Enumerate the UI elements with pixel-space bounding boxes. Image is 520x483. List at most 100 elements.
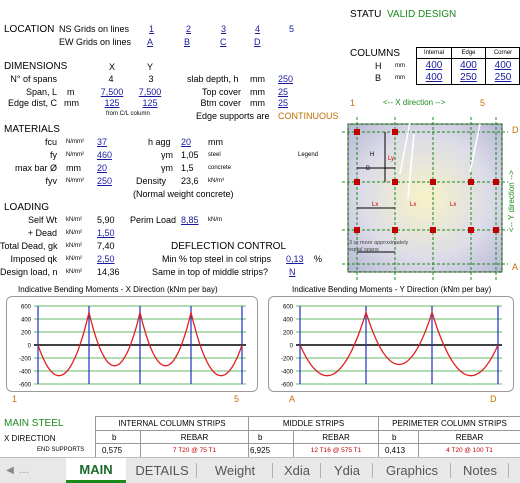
span-l-x[interactable]: 7,500 (100, 87, 124, 97)
tab-weight[interactable]: Weight (214, 463, 256, 478)
loading-title: LOADING (4, 202, 50, 213)
sheet-tab-bar: ◀ … MAIN DETAILS Weight Xdia Ydia Graphi… (0, 457, 520, 483)
internal-b-header: b (112, 433, 117, 442)
design-load-value: 14,36 (97, 267, 120, 277)
tab-scroll-left-icon[interactable]: ◀ (6, 465, 14, 476)
plan-top-letter: D (512, 125, 519, 135)
edge-dist-unit: mm (64, 98, 79, 108)
chart-x-start-label: 1 (12, 394, 18, 404)
x-direction-label: X DIRECTION (4, 434, 56, 443)
tab-more-icon[interactable]: … (19, 465, 29, 476)
from-cl-note: from C/L column (106, 111, 150, 117)
spans-y[interactable]: 3 (148, 74, 154, 84)
tab-main[interactable]: MAIN (66, 458, 126, 483)
col-header-corner: Corner (493, 50, 513, 56)
ns-grids-label: NS Grids on lines (59, 24, 130, 34)
min-steel-label: Min % top steel in col strips (162, 254, 272, 264)
perim-load-value[interactable]: 8,85 (181, 215, 199, 225)
ns-grid-5[interactable]: 5 (289, 24, 295, 34)
end-supports-label: END SUPPORTS (37, 447, 85, 453)
column-markers (354, 129, 499, 233)
ew-grid-b[interactable]: B (184, 37, 191, 47)
fcu-value[interactable]: 37 (97, 137, 108, 147)
ns-grid-4[interactable]: 4 (255, 24, 261, 34)
col-b-edge[interactable]: 250 (460, 72, 477, 83)
ym-conc-value[interactable]: 1,5 (181, 163, 194, 173)
y-tick-label: -600 (19, 383, 32, 389)
col-row-h-unit: mm (395, 63, 405, 69)
ns-grid-3[interactable]: 3 (221, 24, 227, 34)
dim-col-x: X (109, 62, 116, 72)
top-cover-value[interactable]: 25 (278, 87, 289, 97)
y-tick-label: -600 (281, 383, 294, 389)
status-label: STATU (350, 9, 382, 20)
perim-load-label: Perim Load (130, 215, 177, 225)
perimeter-b-header: b (392, 433, 397, 442)
col-h-edge[interactable]: 400 (460, 60, 477, 71)
btm-cover-label: Btm cover (200, 98, 241, 108)
group-internal-col: INTERNAL COLUMN STRIPS (118, 419, 226, 428)
fyv-value[interactable]: 250 (97, 176, 113, 186)
perimeter-rebar-header: REBAR (455, 433, 484, 442)
btm-cover-value[interactable]: 25 (278, 98, 289, 108)
col-h-internal[interactable]: 400 (425, 60, 443, 71)
bending-moment-curve (299, 310, 499, 377)
ns-grid-2[interactable]: 2 (186, 24, 192, 34)
edge-supports-value[interactable]: CONTINUOUS (278, 111, 339, 121)
ym-steel-value[interactable]: 1,05 (181, 150, 199, 160)
slab-depth-value[interactable]: 250 (278, 74, 294, 84)
ew-grid-c[interactable]: C (220, 37, 227, 47)
col-b-corner[interactable]: 250 (494, 72, 512, 83)
edge-dist-x[interactable]: 125 (104, 98, 120, 108)
ns-grid-1[interactable]: 1 (149, 24, 155, 34)
legend-label: Legend (298, 152, 319, 158)
col-h-corner[interactable]: 400 (494, 60, 512, 71)
min-steel-unit: % (314, 254, 323, 264)
edge-dist-y[interactable]: 125 (142, 98, 158, 108)
imposed-label: Imposed qk (10, 254, 57, 264)
same-middle-label: Same in top of middle strips? (152, 267, 269, 277)
chart-x-end-label: 5 (234, 394, 240, 404)
plan-lx-label-3: Lx (450, 202, 456, 208)
internal-rebar-header: REBAR (180, 433, 209, 442)
ym-steel-note: steel (208, 152, 221, 158)
col-b-internal[interactable]: 400 (425, 72, 443, 83)
tab-xdia[interactable]: Xdia (283, 463, 311, 478)
density-label: Density (136, 176, 167, 186)
grid-lines-dashed (342, 117, 508, 280)
spans-x[interactable]: 4 (108, 74, 114, 84)
plan-note: 3 or more approximately equal spans (349, 240, 409, 253)
hagg-value[interactable]: 20 (181, 137, 192, 147)
bending-moment-curve (37, 312, 243, 377)
tab-details[interactable]: DETAILS (135, 463, 189, 478)
y-tick-label: -400 (19, 370, 32, 376)
ew-grid-d[interactable]: D (254, 37, 261, 47)
same-middle-value[interactable]: N (289, 267, 296, 277)
perimeter-b-value: 0,413 (385, 446, 406, 455)
plan-x-direction: <-- X direction --> (383, 98, 446, 107)
tab-notes[interactable]: Notes (463, 463, 497, 478)
ew-grid-a[interactable]: A (147, 37, 154, 47)
edge-supports-label: Edge supports are (196, 111, 270, 121)
tab-ydia[interactable]: Ydia (333, 463, 361, 478)
fy-value[interactable]: 460 (97, 150, 113, 160)
fy-label: fy (49, 150, 57, 160)
perimeter-rebar-value: 4 T20 @ 100 T1 (446, 447, 493, 454)
dead-label: + Dead (27, 228, 57, 238)
maxbar-unit: mm (66, 163, 81, 173)
span-l-unit: m (67, 87, 75, 97)
dead-value[interactable]: 1,50 (97, 228, 115, 238)
span-l-y[interactable]: 7,500 (138, 87, 162, 97)
columns-title: COLUMNS (350, 48, 401, 59)
self-wt-label: Self Wt (27, 215, 57, 225)
imposed-value[interactable]: 2,50 (97, 254, 115, 264)
status-value: VALID DESIGN (387, 9, 457, 20)
middle-rebar-value: 12 T16 @ 575 T1 (310, 447, 362, 454)
ew-grids-label: EW Grids on lines (59, 37, 132, 47)
chart-x-title: Indicative Bending Moments - X Direction… (18, 285, 218, 294)
col-row-h-label: H (375, 61, 382, 71)
self-wt-value: 5,90 (97, 215, 115, 225)
tab-graphics[interactable]: Graphics (385, 463, 439, 478)
min-steel-value[interactable]: 0,13 (286, 254, 304, 264)
maxbar-value[interactable]: 20 (97, 163, 108, 173)
